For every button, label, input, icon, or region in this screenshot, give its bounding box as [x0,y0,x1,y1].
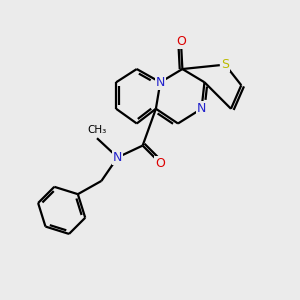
Text: O: O [176,34,186,48]
Text: N: N [113,151,122,164]
Text: N: N [156,76,165,89]
Text: N: N [197,102,206,115]
Text: S: S [221,58,229,71]
Text: O: O [155,157,165,170]
Text: CH₃: CH₃ [87,125,106,135]
